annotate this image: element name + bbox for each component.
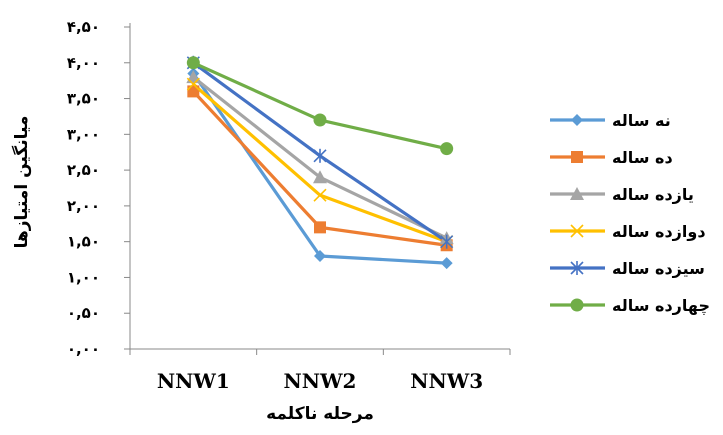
legend: نه ساله ده ساله یازده ساله دوازده ساله سیزده… bbox=[550, 111, 710, 316]
legend-marker bbox=[570, 224, 584, 238]
legend-label: نه ساله bbox=[612, 111, 671, 130]
y-tick-label: ۴,۰۰ bbox=[67, 54, 100, 72]
series-markers bbox=[186, 55, 454, 270]
data-point bbox=[313, 188, 327, 202]
data-point bbox=[440, 257, 453, 270]
data-point bbox=[186, 77, 200, 91]
series-line bbox=[192, 72, 447, 265]
data-point bbox=[314, 249, 326, 262]
x-tick-label: NNW3 bbox=[410, 369, 483, 393]
x-axis: NNW1 NNW2 NNW3 bbox=[129, 348, 511, 393]
legend-marker bbox=[570, 298, 584, 312]
legend-label: ده ساله bbox=[612, 148, 673, 167]
x-tick-label: NNW1 bbox=[157, 369, 230, 393]
y-tick-label: ۳,۰۰ bbox=[67, 125, 100, 143]
legend-label: یازده ساله bbox=[612, 185, 694, 204]
legend-marker bbox=[571, 151, 583, 163]
legend-marker bbox=[571, 114, 583, 126]
y-tick-label: ۲,۰۰ bbox=[67, 197, 100, 215]
data-point bbox=[187, 85, 200, 98]
data-point bbox=[440, 142, 454, 156]
data-point bbox=[440, 234, 454, 249]
data-point bbox=[314, 221, 326, 234]
y-tick-label: ۳,۵۰ bbox=[67, 90, 100, 108]
legend-label: سیزده ساله bbox=[612, 259, 705, 278]
y-tick-label: ۰,۵۰ bbox=[67, 304, 100, 322]
data-point bbox=[313, 148, 327, 163]
y-axis-title: میانگین امتیازها bbox=[11, 116, 32, 249]
legend-label: چهارده ساله bbox=[612, 296, 710, 316]
y-tick-label: ۲,۵۰ bbox=[67, 161, 100, 179]
y-tick-label: ۴,۵۰ bbox=[67, 18, 100, 36]
legend-label: دوازده ساله bbox=[612, 222, 706, 241]
y-tick-label: ۱,۵۰ bbox=[67, 233, 100, 251]
y-tick-label: ۱,۰۰ bbox=[67, 268, 100, 286]
legend-marker bbox=[570, 261, 584, 275]
x-tick-label: NNW2 bbox=[284, 369, 357, 393]
y-tick-label: ۰,۰۰ bbox=[67, 340, 100, 358]
data-point bbox=[186, 70, 201, 84]
data-point bbox=[186, 56, 200, 70]
legend-marker bbox=[570, 187, 584, 200]
x-axis-title: مرحله ناکلمه bbox=[266, 404, 374, 424]
y-axis: ۰,۰۰ ۰,۵۰ ۱,۰۰ ۱,۵۰ ۲,۰۰ ۲,۵۰ ۳,۰۰ ۳,۵۰ ۴,۰۰ ۴,۵۰ bbox=[67, 18, 131, 358]
data-point bbox=[313, 113, 327, 127]
data-point bbox=[313, 170, 327, 184]
